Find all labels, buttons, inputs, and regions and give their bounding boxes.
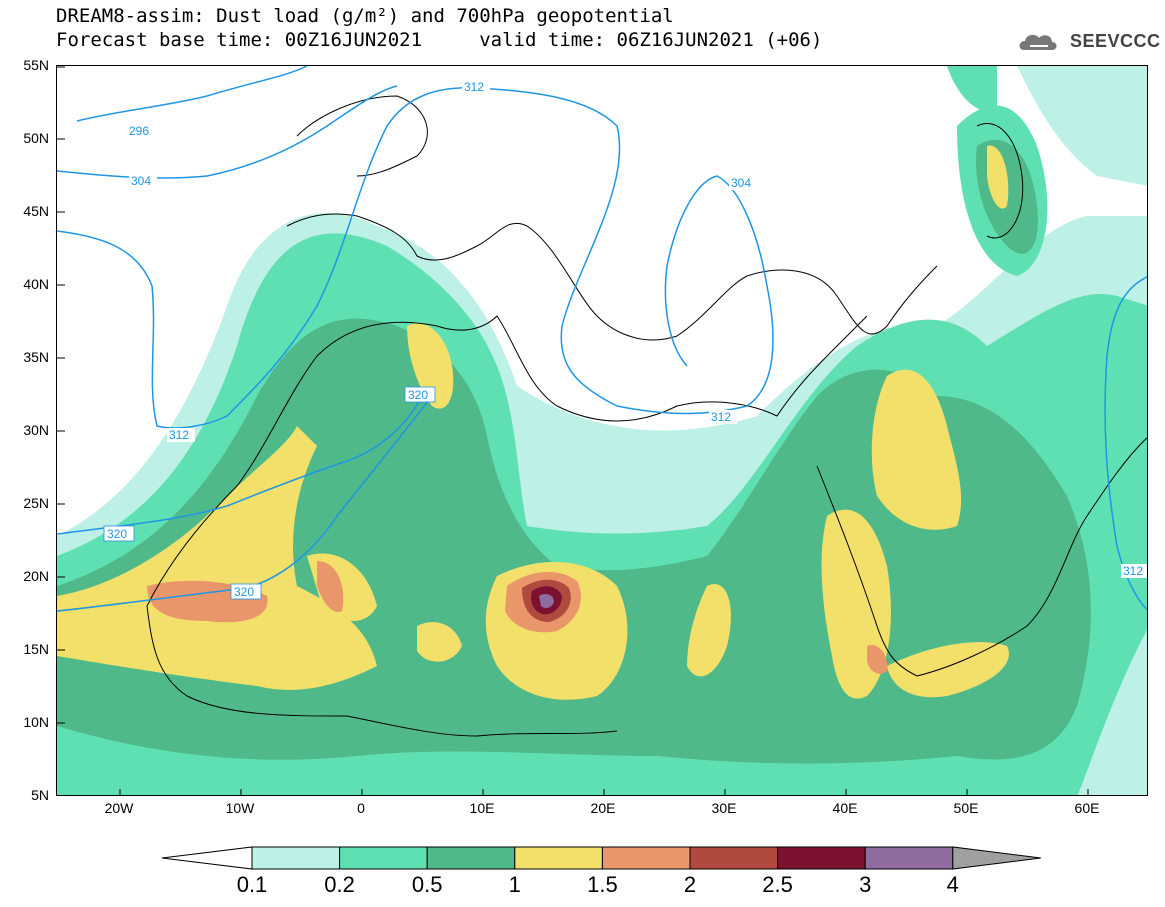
- colorbar-label: 2.5: [762, 872, 793, 897]
- colorbar-cell: [339, 846, 428, 870]
- colorbar-cell: [864, 846, 954, 870]
- colorbar-cell: [777, 846, 866, 870]
- lat-label: 40N: [23, 276, 49, 292]
- cloud-logo-icon: [1019, 34, 1057, 50]
- lon-label: 10E: [469, 800, 495, 816]
- lon-label: 0: [357, 800, 365, 816]
- map-title: DREAM8-assim: Dust load (g/m²) and 700hP…: [56, 5, 674, 27]
- colorbar-cell: [601, 846, 691, 870]
- lat-label: 25N: [23, 495, 49, 511]
- colorbar-label: 1.5: [587, 872, 618, 897]
- lon-label: 50E: [953, 800, 979, 816]
- colorbar-low-arrow: [161, 846, 253, 870]
- colorbar-cell: [251, 846, 341, 870]
- lon-label: 10W: [225, 800, 255, 816]
- lat-label: 45N: [23, 203, 49, 219]
- colorbar-cell: [426, 846, 516, 870]
- lon-label: 40E: [832, 800, 858, 816]
- map-subtitle: Forecast base time: 00Z16JUN2021 valid t…: [56, 29, 823, 51]
- lat-label: 20N: [23, 568, 49, 584]
- contour-label: 304: [731, 176, 751, 190]
- lat-label: 55N: [23, 57, 49, 73]
- colorbar-high-arrow: [952, 846, 1041, 870]
- contour-label: 312: [169, 428, 189, 442]
- contour-label: 296: [129, 124, 149, 138]
- colorbar-cell: [514, 846, 603, 870]
- contour-label: 312: [464, 80, 484, 94]
- contour-label: 312: [1123, 564, 1143, 578]
- contour-label: 304: [131, 174, 151, 188]
- lat-label: 15N: [23, 641, 49, 657]
- colorbar-label: 3: [859, 872, 872, 897]
- dust-shading: [57, 66, 1147, 795]
- contour-label: 320: [408, 388, 428, 402]
- colorbar-label: 2: [683, 872, 697, 897]
- colorbar-cell: [689, 846, 779, 870]
- colorbar-label: 4: [946, 872, 959, 897]
- lon-label: 60E: [1074, 800, 1100, 816]
- contour-label: 320: [234, 585, 254, 599]
- colorbar-label: 0.2: [324, 872, 355, 897]
- contour-label: 312: [711, 410, 731, 424]
- axis-ticks: [57, 66, 1089, 795]
- lat-label: 50N: [23, 130, 49, 146]
- colorbar: [161, 846, 1041, 870]
- contour-labels: 296 304 312 320 304 312 320 312 320 312: [103, 80, 1147, 600]
- lat-label: 10N: [23, 714, 49, 730]
- colorbar-label: 1: [508, 872, 521, 897]
- logo-text: SEEVCCC: [1070, 31, 1161, 51]
- lon-label: 30E: [711, 800, 737, 816]
- geopotential-contours: [57, 66, 1147, 612]
- colorbar-label: 0.5: [411, 872, 443, 897]
- lon-label: 20E: [590, 800, 616, 816]
- lon-label: 20W: [104, 800, 134, 816]
- map-panel: 296 304 312 320 304 312 320 312 320 312: [56, 65, 1148, 796]
- contour-label: 320: [107, 527, 127, 541]
- lat-label: 35N: [23, 349, 49, 365]
- colorbar-label: 0.1: [236, 872, 268, 897]
- lat-label: 5N: [31, 787, 49, 803]
- lat-label: 30N: [23, 422, 49, 438]
- dust-map: 296 304 312 320 304 312 320 312 320 312: [57, 66, 1147, 795]
